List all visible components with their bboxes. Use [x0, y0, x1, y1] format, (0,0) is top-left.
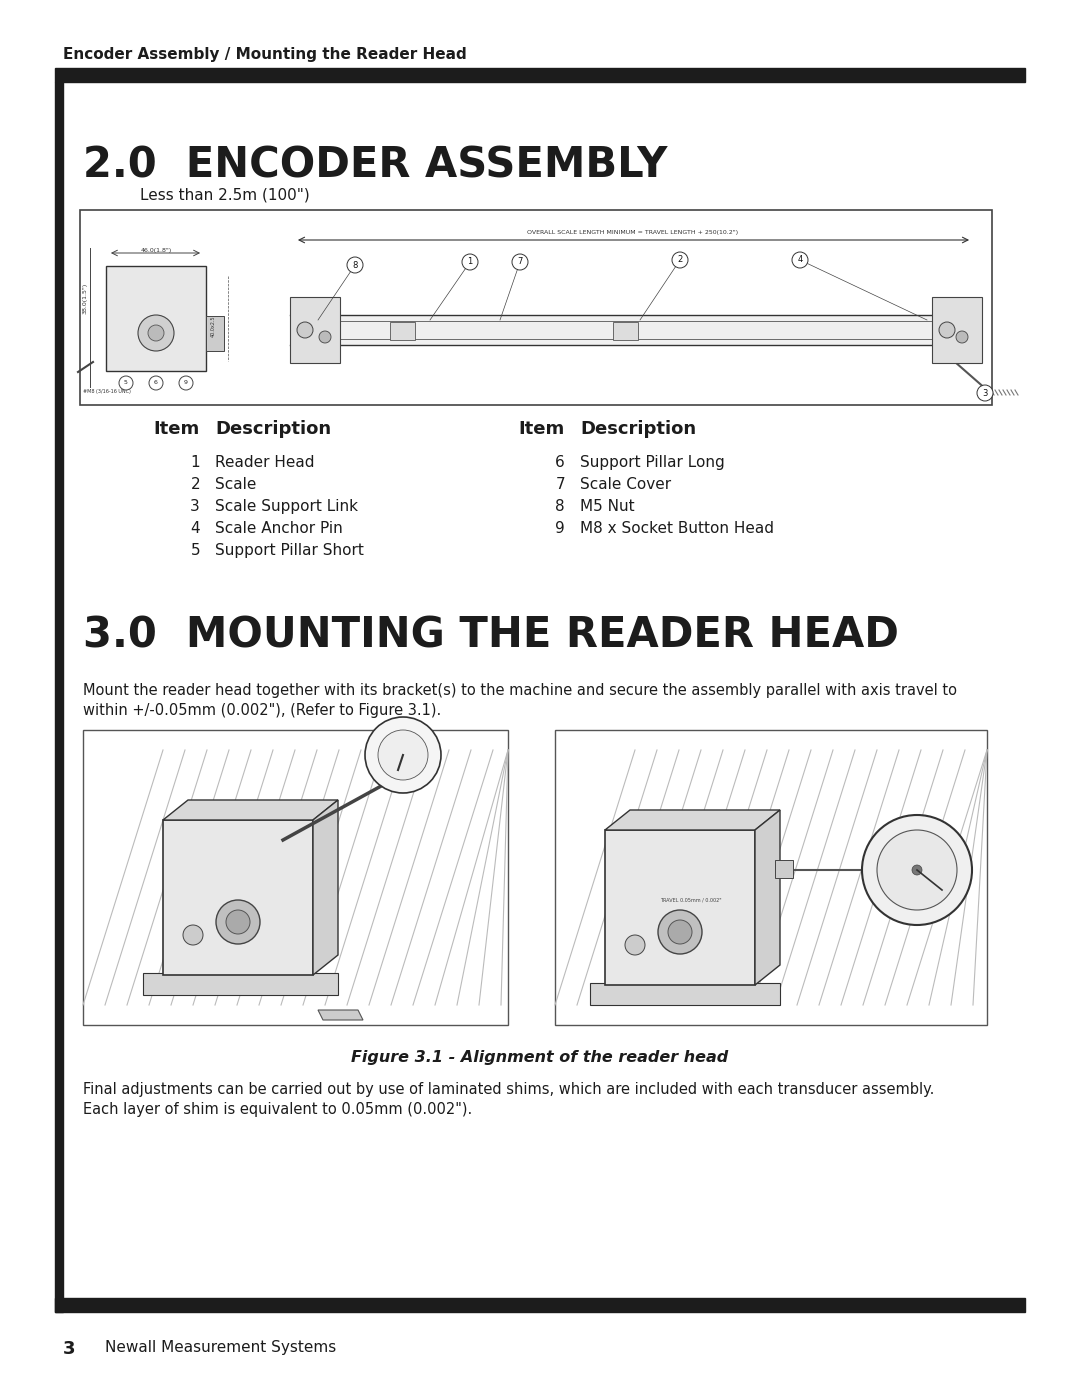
Text: 5: 5 — [190, 543, 200, 557]
Bar — [605, 830, 755, 985]
Circle shape — [862, 814, 972, 925]
Text: 2.0  ENCODER ASSEMBLY: 2.0 ENCODER ASSEMBLY — [83, 145, 667, 187]
Circle shape — [216, 900, 260, 944]
Text: Reader Head: Reader Head — [215, 455, 314, 469]
Text: 46.0(1.8"): 46.0(1.8") — [140, 249, 172, 253]
Polygon shape — [318, 1010, 363, 1020]
Bar — [206, 316, 224, 351]
Text: Support Pillar Short: Support Pillar Short — [215, 543, 364, 557]
Text: 5: 5 — [124, 380, 127, 386]
Circle shape — [939, 321, 955, 338]
Circle shape — [912, 865, 922, 875]
Text: 40.0x2.5: 40.0x2.5 — [211, 316, 216, 337]
Text: Item: Item — [518, 420, 565, 439]
Text: TRAVEL 0.05mm / 0.002": TRAVEL 0.05mm / 0.002" — [660, 897, 721, 902]
Bar — [932, 298, 982, 363]
Circle shape — [119, 376, 133, 390]
Polygon shape — [313, 800, 338, 975]
Bar — [390, 321, 415, 339]
Text: Description: Description — [215, 420, 332, 439]
Circle shape — [319, 331, 330, 344]
Polygon shape — [605, 810, 780, 830]
Circle shape — [183, 925, 203, 944]
Text: 4: 4 — [190, 521, 200, 536]
Text: 8: 8 — [352, 260, 357, 270]
Circle shape — [149, 376, 163, 390]
Bar — [291, 298, 340, 363]
Text: Figure 3.1 - Alignment of the reader head: Figure 3.1 - Alignment of the reader hea… — [351, 1051, 729, 1065]
Circle shape — [625, 935, 645, 956]
Text: Scale Anchor Pin: Scale Anchor Pin — [215, 521, 342, 536]
Text: 9: 9 — [555, 521, 565, 536]
Circle shape — [297, 321, 313, 338]
Text: 6: 6 — [555, 455, 565, 469]
Circle shape — [179, 376, 193, 390]
Text: Item: Item — [153, 420, 200, 439]
Circle shape — [877, 830, 957, 909]
Text: Description: Description — [580, 420, 697, 439]
Text: 2: 2 — [190, 476, 200, 492]
Circle shape — [977, 386, 993, 401]
Bar — [555, 731, 987, 1025]
Text: Scale Cover: Scale Cover — [580, 476, 671, 492]
Bar — [80, 210, 993, 405]
Text: Newall Measurement Systems: Newall Measurement Systems — [105, 1340, 336, 1355]
Text: 1: 1 — [468, 257, 473, 267]
Text: M5 Nut: M5 Nut — [580, 499, 635, 514]
Circle shape — [956, 331, 968, 344]
Text: 9: 9 — [184, 380, 188, 386]
Text: Mount the reader head together with its bracket(s) to the machine and secure the: Mount the reader head together with its … — [83, 683, 957, 698]
Circle shape — [347, 257, 363, 272]
Text: Scale: Scale — [215, 476, 256, 492]
Circle shape — [138, 314, 174, 351]
Polygon shape — [755, 810, 780, 985]
Bar — [55, 82, 63, 1312]
Circle shape — [378, 731, 428, 780]
Text: 3: 3 — [983, 388, 988, 398]
Text: Support Pillar Long: Support Pillar Long — [580, 455, 725, 469]
Text: Each layer of shim is equivalent to 0.05mm (0.002").: Each layer of shim is equivalent to 0.05… — [83, 1102, 472, 1118]
Circle shape — [672, 251, 688, 268]
Text: Scale Support Link: Scale Support Link — [215, 499, 357, 514]
Bar — [775, 861, 793, 877]
Text: 8: 8 — [555, 499, 565, 514]
Circle shape — [658, 909, 702, 954]
Circle shape — [462, 254, 478, 270]
Text: 4: 4 — [797, 256, 802, 264]
Circle shape — [669, 921, 692, 944]
Polygon shape — [163, 800, 338, 820]
Text: 3: 3 — [190, 499, 200, 514]
Circle shape — [792, 251, 808, 268]
Text: 3.0  MOUNTING THE READER HEAD: 3.0 MOUNTING THE READER HEAD — [83, 615, 899, 657]
Bar — [590, 983, 780, 1004]
Text: OVERALL SCALE LENGTH MINIMUM = TRAVEL LENGTH + 250(10.2"): OVERALL SCALE LENGTH MINIMUM = TRAVEL LE… — [527, 231, 739, 235]
Circle shape — [148, 326, 164, 341]
Text: 38.0(1.5"): 38.0(1.5") — [83, 282, 87, 313]
Bar — [143, 972, 338, 995]
Text: #M8 (3/16-16 UNC): #M8 (3/16-16 UNC) — [83, 388, 131, 394]
Bar — [163, 820, 313, 975]
Text: Encoder Assembly / Mounting the Reader Head: Encoder Assembly / Mounting the Reader H… — [63, 47, 467, 61]
Circle shape — [365, 717, 441, 793]
Text: within +/-0.05mm (0.002"), (Refer to Figure 3.1).: within +/-0.05mm (0.002"), (Refer to Fig… — [83, 703, 442, 718]
Text: 6: 6 — [154, 380, 158, 386]
Text: 2: 2 — [677, 256, 683, 264]
Bar — [106, 265, 206, 372]
Bar — [613, 321, 638, 339]
Bar — [55, 1298, 1025, 1312]
Bar — [291, 314, 977, 345]
Text: 7: 7 — [555, 476, 565, 492]
Bar — [55, 68, 1025, 82]
Text: Final adjustments can be carried out by use of laminated shims, which are includ: Final adjustments can be carried out by … — [83, 1083, 934, 1097]
Text: 7: 7 — [517, 257, 523, 267]
Bar — [83, 731, 508, 1025]
Text: M8 x Socket Button Head: M8 x Socket Button Head — [580, 521, 774, 536]
Text: 1: 1 — [190, 455, 200, 469]
Circle shape — [226, 909, 249, 935]
Circle shape — [512, 254, 528, 270]
Text: 3: 3 — [63, 1340, 76, 1358]
Text: Less than 2.5m (100"): Less than 2.5m (100") — [140, 189, 310, 203]
